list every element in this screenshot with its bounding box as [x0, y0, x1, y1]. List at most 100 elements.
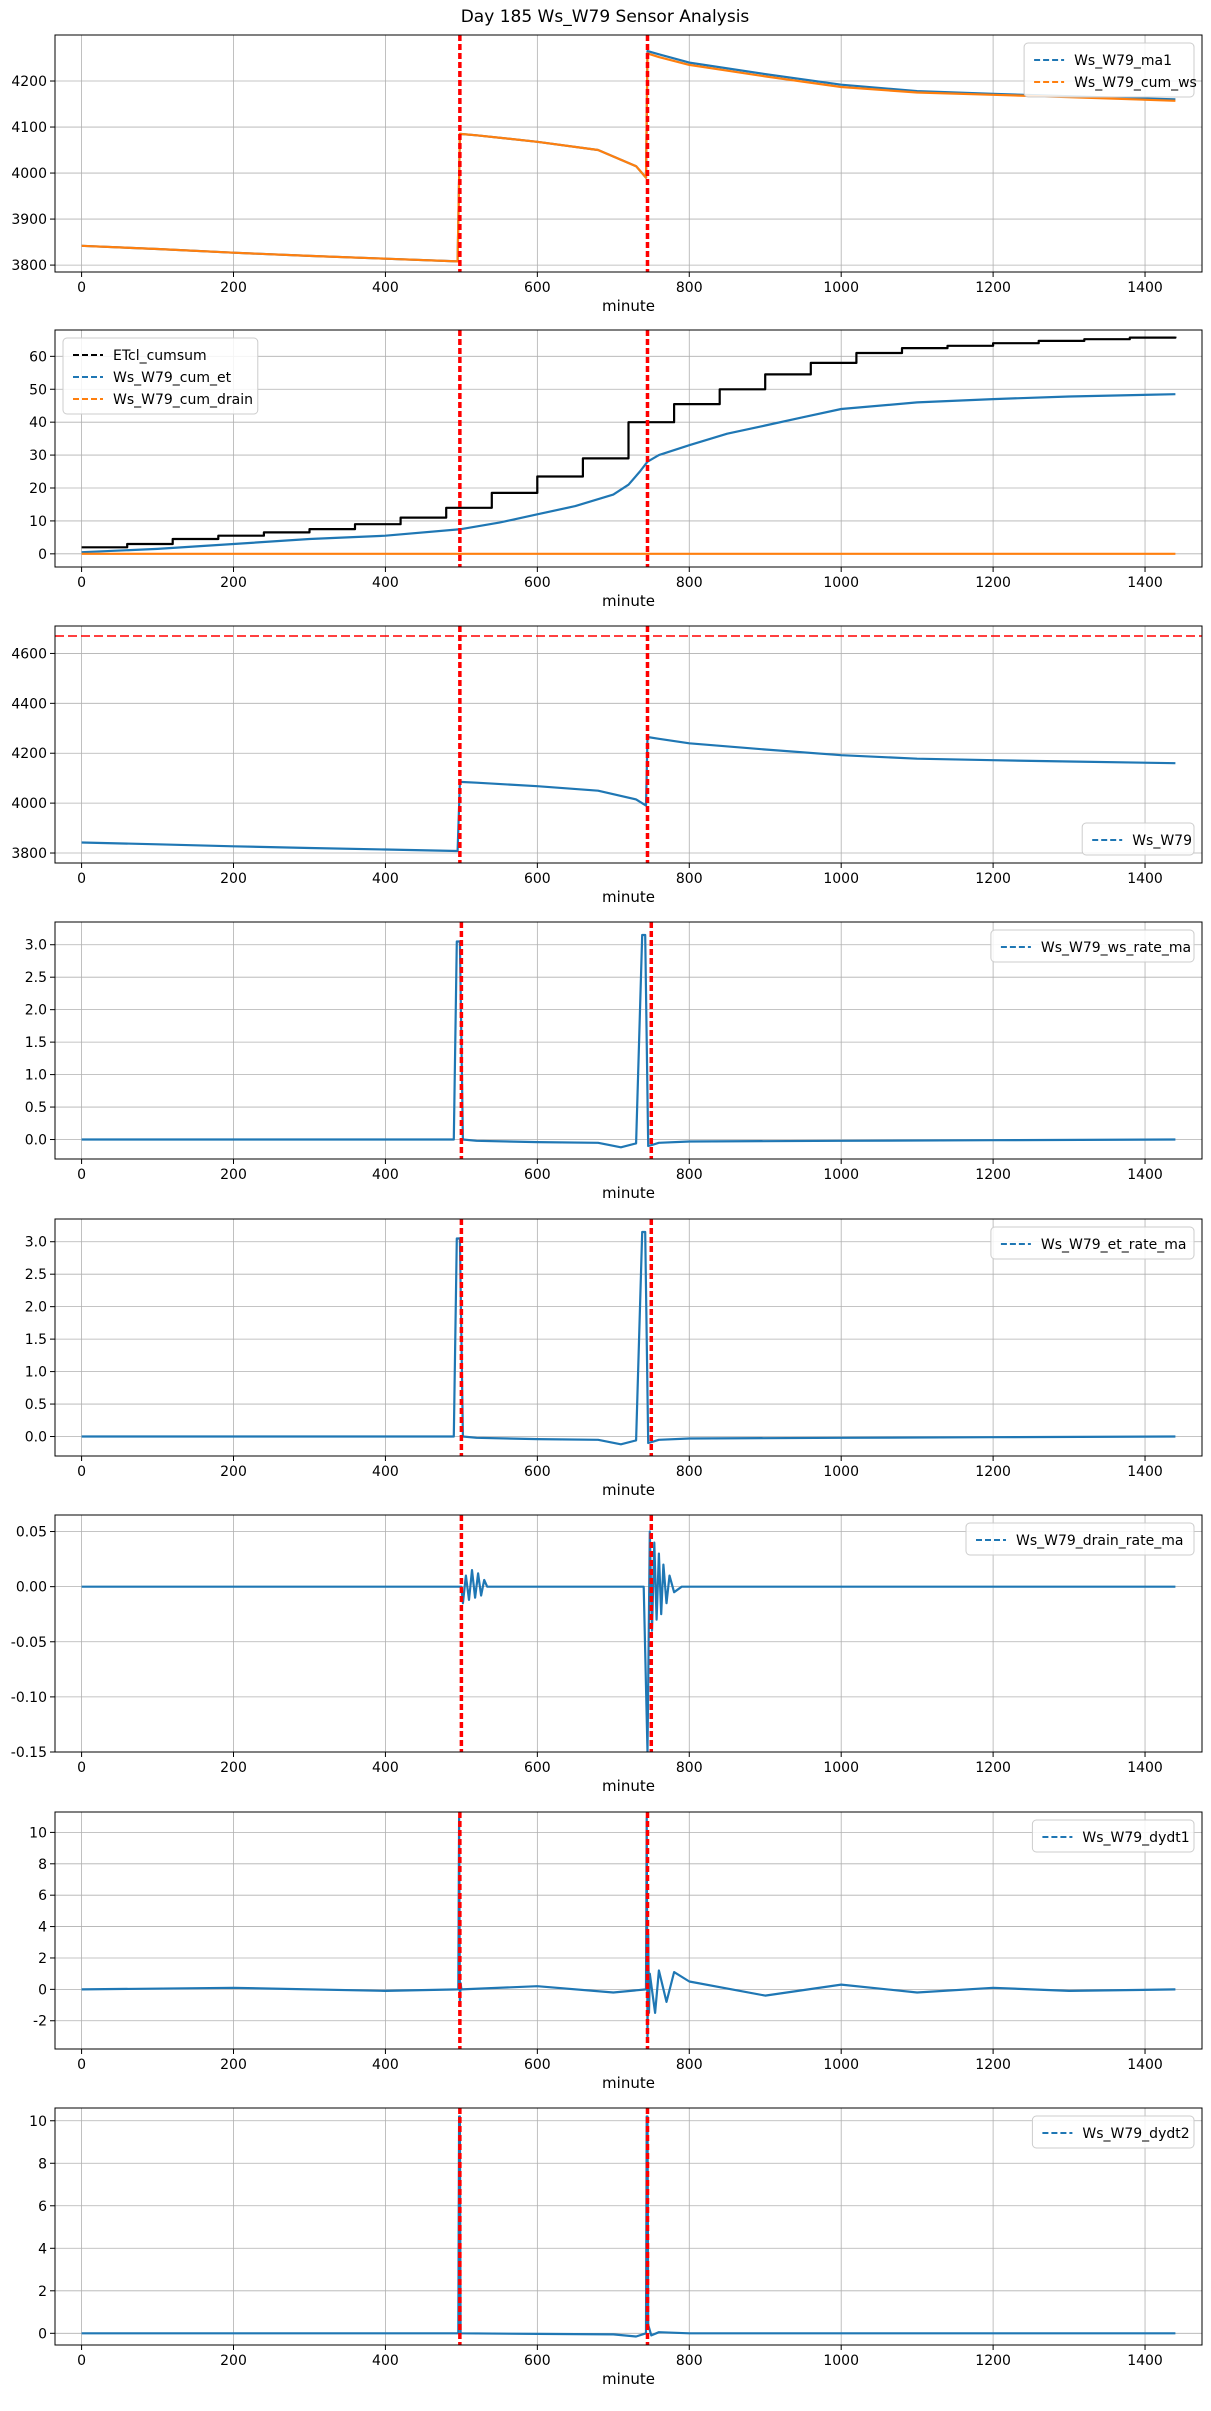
y-tick-label: 0.0 — [25, 1133, 47, 1149]
y-tick-label: 10 — [29, 514, 47, 530]
subplot-6: 0 200 400 600 800 1000 1200 1400 -0.15 -0.10 -0.05… — [11, 1514, 1203, 1795]
series-line-0 — [81, 336, 1177, 549]
legend-label: Ws_W79_cum_drain — [113, 392, 253, 408]
y-tick-label: 40 — [29, 415, 47, 431]
series-line-0 — [81, 1817, 1176, 2038]
x-tick-label: 1400 — [1127, 2057, 1163, 2073]
x-tick-label: 1400 — [1127, 575, 1163, 591]
y-tick-label: 0.00 — [16, 1580, 47, 1596]
series-line-0 — [81, 2115, 1176, 2338]
x-tick-label: 400 — [372, 280, 399, 296]
legend-label: Ws_W79_ma1 — [1074, 53, 1172, 69]
y-tick-label: 50 — [29, 382, 47, 398]
x-tick-label: 400 — [372, 2353, 399, 2369]
y-tick-label: 1.0 — [25, 1068, 47, 1084]
x-tick-label: 800 — [676, 1167, 703, 1183]
x-tick-label: 0 — [77, 1167, 86, 1183]
y-tick-label: 4200 — [11, 74, 47, 90]
y-tick-label: 20 — [29, 481, 47, 497]
x-tick-label: 0 — [77, 2353, 86, 2369]
x-tick-label: 1200 — [975, 1760, 1011, 1776]
x-tick-label: 600 — [524, 1464, 551, 1480]
x-tick-label: 1000 — [823, 280, 859, 296]
x-tick-label: 200 — [220, 280, 247, 296]
plot-frame — [54, 2107, 1203, 2346]
y-tick-label: 3900 — [11, 212, 47, 228]
y-tick-label: 0.0 — [25, 1430, 47, 1446]
x-tick-label: 1400 — [1127, 1464, 1163, 1480]
x-tick-label: 1200 — [975, 1167, 1011, 1183]
legend-frame — [1031, 2115, 1195, 2149]
series-line-0 — [81, 933, 1176, 1149]
y-tick-label: 3.0 — [25, 938, 47, 954]
x-tick-label: 0 — [77, 1760, 86, 1776]
legend: Ws_W79_dydt2 — [1031, 2115, 1195, 2149]
y-tick-label: 0.5 — [25, 1397, 47, 1413]
legend-frame — [1023, 42, 1195, 98]
y-tick-label: 0 — [38, 547, 47, 563]
y-tick-label: 2.5 — [25, 1267, 47, 1283]
legend: Ws_W79_et_rate_ma — [990, 1226, 1195, 1260]
legend-label: Ws_W79_drain_rate_ma — [1016, 1533, 1183, 1549]
x-tick-label: 1200 — [975, 575, 1011, 591]
x-tick-label: 200 — [220, 1760, 247, 1776]
subplot-5: 0 200 400 600 800 1000 1200 1400 0.0 0.5 1.0 1.5 2.0… — [25, 1218, 1203, 1499]
x-tick-label: 400 — [372, 575, 399, 591]
plot-area — [81, 330, 1177, 567]
plot-frame — [54, 625, 1203, 864]
legend: Ws_W79 — [1081, 822, 1195, 856]
x-tick-label: 1000 — [823, 1760, 859, 1776]
y-tick-label: 4100 — [11, 120, 47, 136]
figure-title: Day 185 Ws_W79 Sensor Analysis — [461, 7, 750, 27]
y-tick-label: 30 — [29, 448, 47, 464]
x-tick-label: 600 — [524, 1167, 551, 1183]
y-tick-label: 4200 — [11, 746, 47, 762]
x-tick-label: 1400 — [1127, 1167, 1163, 1183]
x-tick-label: 1400 — [1127, 280, 1163, 296]
y-tick-label: 4000 — [11, 166, 47, 182]
y-tick-label: 0 — [38, 1982, 47, 1998]
x-tick-label: 400 — [372, 1464, 399, 1480]
y-tick-label: 2.5 — [25, 970, 47, 986]
x-tick-label: 1400 — [1127, 2353, 1163, 2369]
x-tick-label: 800 — [676, 1464, 703, 1480]
subplot-1: 0 200 400 600 800 1000 1200 1400 3800 3900 4000 410… — [11, 34, 1203, 315]
y-tick-label: 10 — [29, 1825, 47, 1841]
y-tick-label: 0 — [38, 2326, 47, 2342]
y-tick-label: 6 — [38, 1888, 47, 1904]
y-tick-label: 4600 — [11, 646, 47, 662]
y-tick-label: 2.0 — [25, 1003, 47, 1019]
x-axis-label: minute — [602, 2370, 655, 2388]
x-tick-label: 200 — [220, 1464, 247, 1480]
y-tick-label: 1.5 — [25, 1332, 47, 1348]
subplot-stack: 0 200 400 600 800 1000 1200 1400380039004000410… — [11, 34, 1203, 2388]
series-line-0 — [81, 1530, 1176, 1752]
x-tick-label: 600 — [524, 1760, 551, 1776]
x-tick-label: 600 — [524, 2353, 551, 2369]
x-tick-label: 800 — [676, 575, 703, 591]
legend-label: Ws_W79_et_rate_ma — [1041, 1237, 1187, 1253]
y-tick-label: 1.5 — [25, 1035, 47, 1051]
legend-frame — [990, 929, 1195, 963]
legend-label: Ws_W79_cum_ws — [1074, 75, 1197, 91]
y-tick-label: 0.05 — [16, 1525, 47, 1541]
x-tick-label: 0 — [77, 871, 86, 887]
y-tick-label: 8 — [38, 2156, 47, 2172]
x-axis-label: minute — [602, 2074, 655, 2092]
y-tick-label: 0.5 — [25, 1100, 47, 1116]
legend: Ws_W79_ma1 Ws_W79_cum_ws — [1023, 42, 1197, 98]
y-tick-label: 3.0 — [25, 1235, 47, 1251]
y-tick-label: 4400 — [11, 696, 47, 712]
y-tick-label: 6 — [38, 2199, 47, 2215]
legend-label: Ws_W79_ws_rate_ma — [1041, 940, 1191, 956]
x-tick-label: 1200 — [975, 1464, 1011, 1480]
y-tick-label: 1.0 — [25, 1365, 47, 1381]
legend-frame — [965, 1522, 1195, 1556]
series-line-1 — [81, 393, 1176, 554]
x-tick-label: 400 — [372, 2057, 399, 2073]
x-tick-label: 200 — [220, 2057, 247, 2073]
y-tick-label: 4 — [38, 1920, 47, 1936]
plot-frame — [54, 1811, 1203, 2050]
x-tick-label: 200 — [220, 2353, 247, 2369]
plot-area — [81, 1515, 1176, 1752]
